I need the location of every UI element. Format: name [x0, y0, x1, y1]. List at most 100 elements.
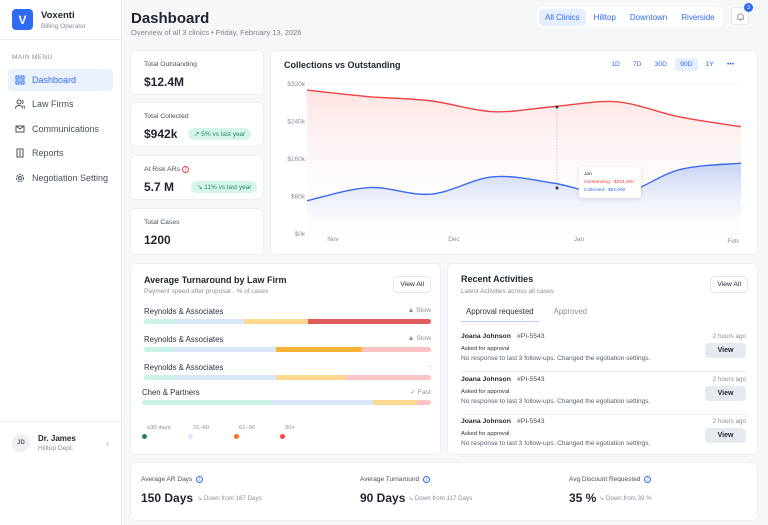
bar-segment — [144, 375, 173, 380]
kpi-value: $12.4M — [144, 75, 185, 89]
kpi-label: Total Cases — [144, 219, 180, 226]
legend-label: 61–90 — [239, 425, 256, 431]
stat-change: ↘ Down from 39 % — [599, 495, 652, 502]
activities-subtitle: Latest Activities across all cases — [461, 288, 554, 295]
view-button[interactable]: View — [705, 385, 746, 401]
user-dept: Hilltop Dept. — [38, 444, 74, 452]
x-tick-label: Dec — [448, 236, 460, 243]
bar-segment — [362, 347, 431, 352]
chart-title: Collections vs Outstanding — [284, 60, 401, 70]
bar-segment — [373, 400, 417, 405]
sidebar-item-communications[interactable]: Communications — [8, 118, 113, 140]
range-selector: 1D 7D 30D 90D 1Y ••• — [606, 58, 739, 71]
firm-status: ▲ Slow — [407, 335, 431, 342]
trend-down-icon: ↘ — [408, 495, 415, 502]
avatar: JD — [12, 433, 30, 452]
range-1d[interactable]: 1D — [611, 61, 620, 68]
change-text: 5% vs last year — [201, 131, 246, 138]
legend-item: 61–90 — [234, 425, 264, 441]
distribution-bar — [144, 319, 431, 324]
view-all-button[interactable]: View All — [393, 276, 431, 293]
kpi-value: 1200 — [144, 233, 171, 247]
firm-name: Reynolds & Associates — [144, 307, 224, 316]
sidebar: V Voxenti Billing Operator MAIN MENU Das… — [0, 0, 122, 525]
activity-name: Joana Johnson — [461, 333, 511, 340]
kpi-value: $942k — [144, 127, 178, 141]
brand-role: Billing Operator — [41, 22, 86, 30]
legend-dot — [142, 434, 147, 439]
stat-value: 35 % — [569, 491, 597, 505]
bar-segment — [344, 375, 431, 380]
y-tick-label: $0k — [295, 231, 306, 238]
y-tick-label: $320k — [287, 81, 305, 88]
y-tick-label: $80k — [291, 194, 306, 201]
grid-icon — [15, 75, 25, 85]
sidebar-item-law-firms[interactable]: Law Firms — [8, 93, 113, 115]
bar-segment — [272, 400, 374, 405]
bell-icon — [736, 12, 744, 21]
bar-segment — [416, 400, 431, 405]
info-icon[interactable]: i — [196, 476, 204, 483]
range-1y[interactable]: 1Y — [705, 61, 714, 68]
page-subtitle: Overview of all 3 clinics • Friday, Febr… — [131, 28, 302, 37]
stat-label: Average Turnaround i — [360, 476, 431, 483]
stat-change-text: Down from 39 % — [605, 495, 652, 502]
activity-action: Asked for approval — [461, 431, 510, 437]
building-icon — [16, 148, 24, 158]
chart-card: Collections vs Outstanding 1D 7D 30D 90D… — [271, 51, 757, 254]
sidebar-item-dashboard[interactable]: Dashboard — [8, 69, 113, 91]
kpi-at-risk: At Risk ARs ! 5.7 M ↘ 11% vs last year — [131, 156, 263, 199]
info-icon[interactable]: i — [423, 476, 431, 483]
stat-label: Average AR Days i — [141, 476, 204, 484]
sidebar-item-reports[interactable]: Reports — [8, 142, 113, 164]
stat-change: ↘ Down from 117 Days — [408, 495, 472, 502]
clinic-downtown[interactable]: Downtown — [629, 12, 668, 22]
distribution-bar — [144, 347, 431, 352]
sidebar-item-negotiation-setting[interactable]: Negotiation Setting — [8, 167, 113, 189]
activity-name: Joana Johnson — [461, 418, 511, 425]
x-tick-label: Jan — [574, 236, 585, 243]
user-profile[interactable]: JD Dr. James Hilltop Dept. › — [0, 421, 121, 463]
activity-case-id: #PI-5543 — [517, 375, 545, 383]
trend-down-icon: ↘ — [599, 495, 606, 502]
tab-approved[interactable]: Approved — [553, 307, 588, 316]
activities-card: Recent Activities Latest Activities acro… — [448, 264, 757, 457]
clinic-riverside[interactable]: Riverside — [681, 12, 715, 22]
activity-name: Joana Johnson — [461, 375, 511, 383]
bar-segment — [144, 347, 173, 352]
page-title: Dashboard — [131, 10, 210, 27]
view-button[interactable]: View — [705, 343, 746, 358]
bar-segment — [276, 347, 363, 352]
sidebar-item-label: Communications — [32, 123, 100, 134]
firm-row: Reynolds & Associates - — [144, 363, 431, 383]
activity-description: No response to last 3 follow-ups. Change… — [461, 397, 651, 405]
alert-icon: ! — [181, 166, 189, 173]
range-30d[interactable]: 30D — [654, 61, 668, 68]
info-icon[interactable]: i — [644, 476, 652, 483]
stat-change-text: Down from 167 Days — [203, 495, 262, 502]
more-icon[interactable]: ••• — [726, 61, 734, 68]
clinic-all[interactable]: All Clinics — [539, 8, 586, 26]
range-90d[interactable]: 90D — [675, 58, 698, 71]
y-tick-label: $160k — [287, 156, 305, 163]
view-button[interactable]: View — [705, 428, 746, 443]
activity-action: Asked for approval — [461, 346, 510, 352]
notifications-button[interactable]: 3 — [731, 3, 753, 25]
sidebar-item-label: Law Firms — [32, 99, 74, 110]
stat-label-text: Average AR Days — [141, 476, 193, 484]
activity-item: Joana Johnson #PI-5543 2 hours ago Asked… — [461, 373, 748, 415]
bar-segment — [172, 319, 245, 324]
tooltip-title: Jan — [584, 172, 592, 177]
change-pill: ↘ 11% vs last year — [191, 181, 258, 193]
range-7d[interactable]: 7D — [632, 61, 642, 68]
legend-dot — [280, 434, 285, 439]
view-all-button[interactable]: View All — [710, 276, 748, 293]
stat-change-text: Down from 117 Days — [414, 495, 473, 502]
change-pill: ↗ 5% vs last year — [188, 128, 252, 140]
activity-item: Joana Johnson #PI-5543 2 hours ago Asked… — [461, 415, 748, 457]
mail-icon — [15, 125, 25, 133]
clinic-hilltop[interactable]: Hilltop — [593, 12, 616, 22]
kpi-label: Total Outstanding — [144, 61, 197, 68]
firm-row: Chen & Partners ✓ Fast — [142, 388, 431, 408]
tab-approval-requested[interactable]: Approval requested — [461, 304, 539, 322]
